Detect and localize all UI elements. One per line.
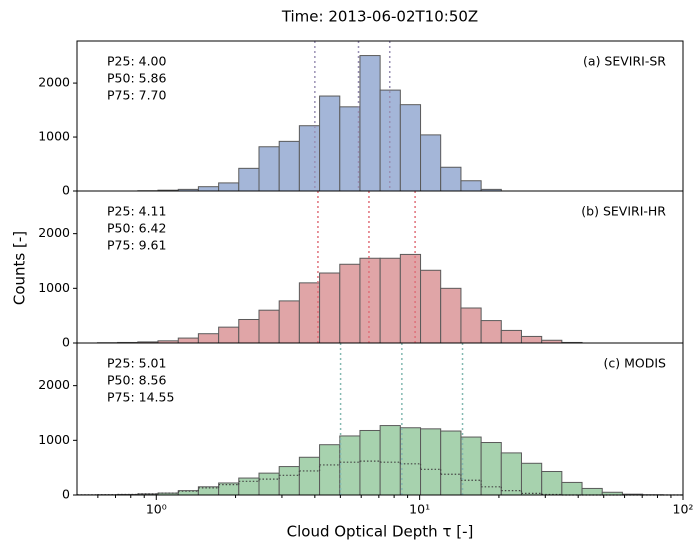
- hist-bar: [520, 462, 543, 496]
- y-tick-label: 2000: [38, 75, 70, 90]
- hist-bar: [339, 435, 361, 496]
- percentile-label: P75: 14.55: [107, 390, 174, 405]
- hist-bar: [278, 140, 300, 192]
- hist-bar: [319, 444, 341, 496]
- hist-bar: [278, 466, 300, 496]
- hist-bar: [238, 477, 260, 496]
- percentile-label: P50: 6.42: [107, 221, 166, 236]
- hist-bar: [177, 490, 199, 496]
- hist-bar: [520, 335, 543, 344]
- hist-bar: [581, 487, 603, 496]
- hist-bar: [298, 282, 321, 344]
- x-tick-label: 10¹: [409, 502, 430, 517]
- y-tick-label: 1000: [38, 129, 70, 144]
- hist-bar: [258, 146, 280, 192]
- y-tick-label: 1000: [38, 432, 70, 447]
- hist-bar: [500, 452, 522, 496]
- hist-bar: [298, 456, 321, 496]
- y-tick-label: 0: [62, 487, 70, 502]
- hist-bar: [460, 180, 482, 192]
- hist-bar: [319, 272, 341, 344]
- panel-label: (a) SEVIRI-SR: [583, 54, 666, 69]
- hist-bar: [359, 55, 381, 192]
- hist-bar: [460, 307, 482, 344]
- hist-bar: [379, 89, 401, 192]
- hist-bar: [218, 182, 240, 192]
- panel-label: (b) SEVIRI-HR: [581, 204, 666, 219]
- hist-bar: [561, 481, 583, 496]
- hist-bar: [177, 337, 199, 344]
- hist-bar: [480, 442, 502, 496]
- y-axis-label: Counts [-]: [11, 231, 29, 305]
- hist-bar: [218, 326, 240, 344]
- y-tick-label: 2000: [38, 377, 70, 392]
- hist-bar: [460, 436, 482, 496]
- hist-bar: [197, 486, 220, 496]
- hist-bar: [339, 106, 361, 192]
- chart-title: Time: 2013-06-02T10:50Z: [281, 8, 478, 26]
- hist-bar: [500, 329, 522, 344]
- hist-bar: [399, 427, 422, 496]
- hist-bar: [440, 166, 462, 192]
- hist-bar: [480, 320, 502, 344]
- percentile-label: P25: 4.11: [107, 204, 166, 219]
- x-tick-label: 10⁰: [146, 502, 167, 517]
- panel-label: (c) MODIS: [604, 356, 667, 371]
- hist-bar: [420, 134, 442, 192]
- hist-bar: [339, 263, 361, 344]
- hist-bar: [359, 429, 381, 496]
- hist-bar: [238, 318, 260, 344]
- y-tick-label: 0: [62, 335, 70, 350]
- hist-bar: [319, 95, 341, 192]
- hist-bar: [379, 257, 401, 344]
- hist-bar: [399, 104, 422, 192]
- percentile-label: P75: 9.61: [107, 238, 166, 253]
- percentile-label: P50: 8.56: [107, 373, 167, 388]
- axes-frame: [76, 342, 684, 496]
- percentile-label: P25: 4.00: [107, 54, 167, 69]
- hist-bar: [420, 269, 442, 344]
- hist-bar: [218, 482, 240, 496]
- y-tick-label: 1000: [38, 280, 70, 295]
- y-tick-label: 0: [62, 183, 70, 198]
- hist-bar: [420, 428, 442, 496]
- hist-bar: [440, 287, 462, 344]
- hist-bar: [379, 425, 401, 496]
- x-tick-label: 10²: [673, 502, 694, 517]
- hist-bar: [359, 257, 381, 344]
- hist-bar: [298, 125, 321, 192]
- percentile-label: P50: 5.86: [107, 71, 167, 86]
- hist-bar: [440, 430, 462, 496]
- hist-bar: [258, 309, 280, 344]
- percentile-label: P25: 5.01: [107, 356, 166, 371]
- hist-bar: [399, 253, 422, 344]
- hist-bar: [541, 470, 563, 496]
- hist-bar: [197, 186, 220, 192]
- x-axis-label: Cloud Optical Depth τ [-]: [287, 523, 474, 541]
- y-tick-label: 2000: [38, 225, 70, 240]
- hist-bar: [238, 167, 260, 192]
- percentile-label: P75: 7.70: [107, 88, 167, 103]
- hist-bar: [278, 300, 300, 344]
- hist-bar: [197, 333, 220, 344]
- hist-bar: [258, 472, 280, 496]
